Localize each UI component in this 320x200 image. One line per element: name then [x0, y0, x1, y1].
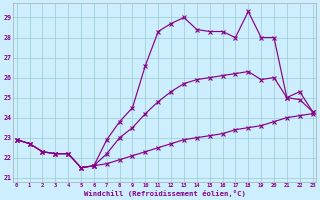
X-axis label: Windchill (Refroidissement éolien,°C): Windchill (Refroidissement éolien,°C)	[84, 190, 245, 197]
